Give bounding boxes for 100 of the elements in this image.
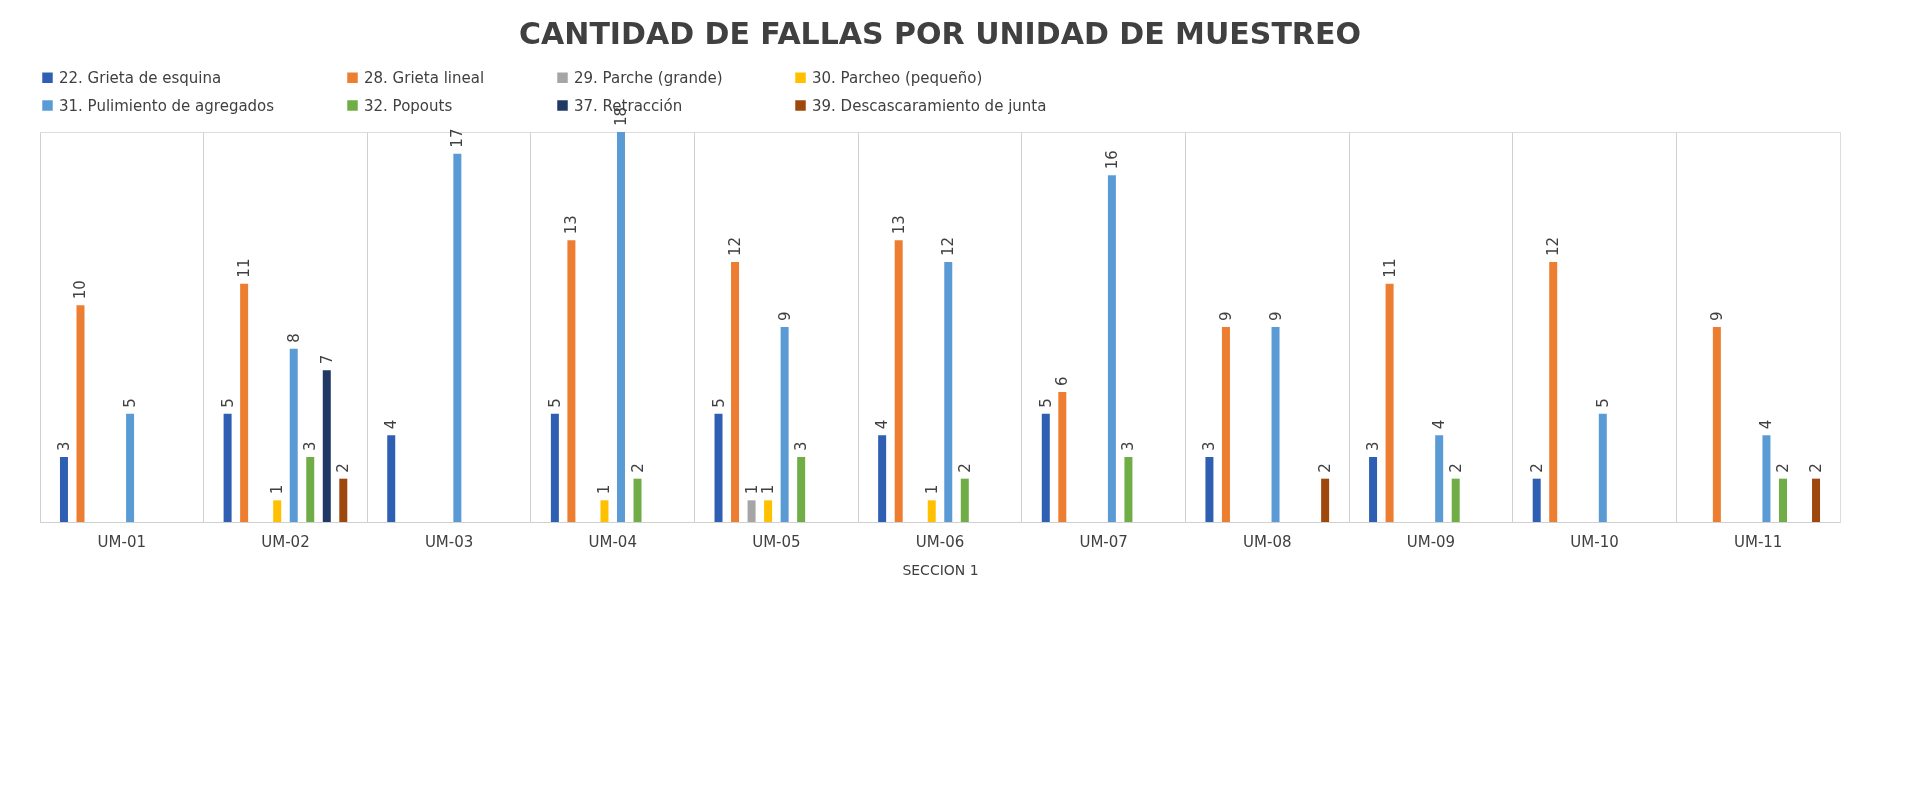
bar — [1598, 413, 1607, 522]
legend-label: 28. Grieta lineal — [364, 68, 485, 87]
data-label: 10 — [71, 280, 90, 300]
data-label: 1 — [595, 484, 614, 495]
bar — [223, 413, 232, 522]
x-tick-label: UM-11 — [1733, 532, 1783, 551]
data-label: 2 — [1446, 463, 1465, 473]
x-tick-label: UM-08 — [1243, 532, 1292, 551]
bar — [1107, 175, 1116, 522]
bar — [633, 478, 642, 522]
x-tick-label: UM-09 — [1406, 532, 1456, 551]
bar — [878, 435, 887, 522]
bar — [59, 457, 68, 522]
bar — [747, 500, 756, 522]
data-label: 4 — [1757, 419, 1776, 430]
data-label: 3 — [1200, 441, 1219, 451]
data-label: 5 — [121, 398, 140, 408]
data-label: 5 — [545, 398, 564, 408]
bar — [764, 500, 773, 522]
legend-label: 29. Parche (grande) — [574, 68, 723, 87]
data-label: 1 — [759, 484, 778, 495]
bar — [1041, 413, 1050, 522]
data-label: 9 — [1216, 311, 1235, 321]
bar — [894, 240, 903, 522]
data-label: 4 — [1430, 419, 1449, 430]
x-tick-label: UM-02 — [261, 532, 310, 551]
bar — [1369, 457, 1378, 522]
data-label: 9 — [1266, 311, 1285, 321]
data-label: 1 — [268, 484, 287, 495]
x-tick-label: UM-01 — [97, 532, 147, 551]
data-label: 7 — [317, 354, 336, 365]
data-label: 5 — [1593, 398, 1612, 408]
x-tick-label: UM-10 — [1570, 532, 1619, 551]
data-label: 12 — [939, 236, 958, 256]
x-tick-label: UM-03 — [424, 532, 474, 551]
bar — [1532, 478, 1541, 522]
data-label: 3 — [301, 441, 320, 451]
data-label: 4 — [382, 419, 401, 430]
bar — [1812, 478, 1821, 522]
bar — [1435, 435, 1444, 522]
data-label: 1 — [922, 484, 941, 495]
data-label: 11 — [1380, 258, 1399, 278]
bar — [1271, 327, 1280, 522]
bar — [1058, 392, 1067, 522]
data-label: 9 — [1707, 311, 1726, 321]
data-label: 3 — [792, 441, 811, 451]
data-label: 2 — [628, 463, 647, 473]
bar — [600, 500, 609, 522]
data-label: 2 — [334, 463, 353, 473]
bar — [1778, 478, 1787, 522]
bar — [927, 500, 936, 522]
bar — [714, 413, 723, 522]
data-label: 2 — [955, 463, 974, 473]
data-label: 16 — [1102, 150, 1121, 170]
data-label: 2 — [1527, 463, 1546, 473]
legend-label: 22. Grieta de esquina — [59, 68, 222, 87]
bar — [1205, 457, 1214, 522]
data-label: 12 — [726, 236, 745, 256]
bar — [567, 240, 576, 522]
data-label: 1 — [742, 484, 761, 495]
data-label: 8 — [284, 333, 303, 343]
data-label: 2 — [1773, 463, 1792, 473]
bar — [1221, 327, 1230, 522]
bar — [1451, 478, 1460, 522]
x-axis-title: SECCION 1 — [902, 561, 979, 578]
bar — [322, 370, 331, 522]
bar — [944, 262, 953, 522]
bar — [273, 500, 282, 522]
data-label: 2 — [1807, 463, 1826, 473]
bar — [453, 153, 462, 522]
x-tick-label: UM-05 — [752, 532, 801, 551]
data-label: 11 — [235, 258, 254, 278]
data-label: 2 — [1316, 463, 1335, 473]
data-label: 6 — [1053, 376, 1072, 386]
legend-label: 31. Pulimiento de agregados — [59, 96, 275, 115]
data-label: 13 — [562, 215, 581, 235]
bar — [960, 478, 969, 522]
bar — [1321, 478, 1330, 522]
bar — [240, 283, 249, 522]
data-label: 4 — [873, 419, 892, 430]
data-label: 17 — [448, 128, 467, 148]
chart-title: CANTIDAD DE FALLAS POR UNIDAD DE MUESTREO — [519, 16, 1361, 51]
data-label: 3 — [54, 441, 73, 451]
data-label: 3 — [1119, 441, 1138, 451]
data-label: 3 — [1364, 441, 1383, 451]
bar — [289, 348, 298, 522]
bar — [339, 478, 348, 522]
bar — [550, 413, 559, 522]
data-label: 12 — [1544, 236, 1563, 256]
x-tick-label: UM-06 — [915, 532, 965, 551]
data-label: 5 — [709, 398, 728, 408]
bar — [1385, 283, 1394, 522]
bar — [1762, 435, 1771, 522]
legend-label: 30. Parcheo (pequeño) — [812, 68, 983, 87]
bar — [1124, 457, 1133, 522]
legend-label: 32. Popouts — [364, 96, 453, 115]
bar — [731, 262, 740, 522]
legend-label: 39. Descascaramiento de junta — [812, 96, 1047, 115]
bar — [126, 413, 135, 522]
x-tick-label: UM-07 — [1079, 532, 1128, 551]
